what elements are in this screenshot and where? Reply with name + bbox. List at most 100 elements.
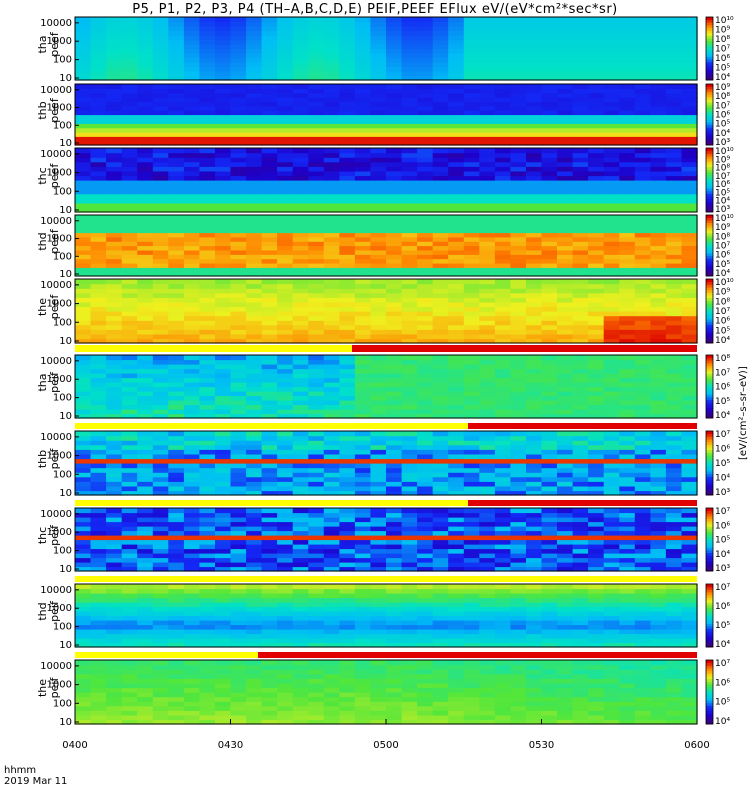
heatmap-cell (246, 301, 263, 308)
heatmap-cell (121, 472, 138, 478)
heatmap-cell (588, 118, 605, 124)
heatmap-cell (588, 123, 605, 129)
heatmap-cell (230, 258, 247, 264)
heatmap-cell (308, 148, 325, 154)
heatmap-cell (323, 166, 340, 172)
heatmap-cell (572, 193, 589, 199)
heatmap-cell (634, 157, 651, 163)
heatmap-cell (510, 382, 527, 388)
heatmap-cell (215, 88, 232, 94)
heatmap-cell (665, 544, 683, 550)
heatmap-cell (572, 271, 589, 277)
colorbar-tick-label: 10⁴ (715, 269, 730, 279)
heatmap-cell (510, 245, 527, 251)
heatmap-cell (619, 228, 636, 234)
heatmap-cell (510, 105, 527, 111)
heatmap-cell (665, 62, 683, 68)
heatmap-cell (261, 449, 278, 455)
heatmap-cell (448, 435, 465, 441)
heatmap-cell (308, 315, 325, 321)
heatmap-cell (199, 333, 216, 340)
heatmap-cell (246, 17, 263, 23)
heatmap-cell (308, 320, 325, 326)
heatmap-cell (588, 320, 605, 326)
colorbar-segment (706, 444, 713, 448)
heatmap-cell (588, 215, 605, 220)
heatmap-cell (106, 136, 123, 142)
heatmap-cell (168, 453, 185, 460)
heatmap-cell (572, 267, 589, 273)
heatmap-cell (168, 84, 185, 89)
heatmap-cell (479, 136, 496, 142)
heatmap-cell (401, 521, 418, 527)
heatmap-cell (588, 279, 605, 285)
heatmap-cell (90, 642, 107, 648)
heatmap-cell (308, 271, 325, 277)
heatmap-cell (354, 236, 372, 242)
heatmap-cell (230, 544, 247, 550)
heatmap-cell (650, 198, 667, 204)
heatmap-cell (215, 57, 232, 63)
heatmap-cell (152, 254, 169, 260)
heatmap-cell (417, 539, 434, 545)
heatmap-cell (323, 236, 340, 242)
heatmap-cell (121, 202, 138, 209)
heatmap-cell (588, 267, 605, 273)
heatmap-cell (665, 97, 683, 103)
heatmap-cell (619, 39, 636, 45)
heatmap-cell (199, 544, 216, 550)
heatmap-cell (541, 258, 558, 264)
heatmap-cell (603, 228, 620, 234)
heatmap-cell (572, 97, 589, 103)
heatmap-cell (401, 219, 418, 225)
heatmap-cell (526, 131, 543, 137)
heatmap-cell (494, 431, 512, 437)
heatmap-cell (277, 391, 294, 397)
heatmap-cell (401, 202, 418, 209)
heatmap-cell (230, 21, 247, 27)
heatmap-cell (152, 166, 169, 172)
heatmap-cell (354, 359, 372, 365)
heatmap-cell (665, 440, 683, 446)
heatmap-cell (75, 170, 92, 177)
heatmap-cell (90, 620, 107, 626)
heatmap-cell (308, 435, 325, 441)
heatmap-cell (650, 140, 667, 146)
heatmap-cell (619, 131, 636, 137)
heatmap-cell (401, 228, 418, 234)
heatmap-cell (323, 530, 340, 536)
heatmap-cell (526, 219, 543, 225)
heatmap-cell (75, 588, 92, 594)
heatmap-cell (681, 288, 698, 294)
heatmap-cell (417, 39, 434, 45)
colorbar-segment (706, 240, 713, 244)
heatmap-cell (463, 535, 480, 541)
heatmap-cell (463, 180, 480, 186)
heatmap-cell (463, 395, 480, 401)
heatmap-cell (277, 530, 294, 536)
colorbar-segment (706, 397, 713, 401)
heatmap-cell (479, 215, 496, 220)
heatmap-cell (152, 359, 169, 365)
heatmap-cell (386, 131, 403, 137)
heatmap-cell (494, 472, 512, 478)
heatmap-cell (557, 373, 574, 379)
heatmap-cell (588, 207, 605, 213)
heatmap-cell (634, 84, 651, 89)
colorbar-segment (706, 531, 713, 535)
heatmap-cell (432, 400, 449, 406)
heatmap-cell (215, 588, 232, 594)
heatmap-cell (681, 71, 698, 77)
heatmap-cell (277, 301, 294, 308)
spectrogram-panel: the peef1010010001000010⁴10⁵10⁶10⁷10⁸10⁹1… (36, 278, 734, 347)
heatmap-cell (277, 292, 294, 298)
colorbar-frame (705, 430, 714, 496)
heatmap-cell (339, 301, 356, 308)
heatmap-cell (137, 440, 154, 446)
heatmap-cell (557, 435, 574, 441)
heatmap-cell (448, 395, 465, 401)
heatmap-cell (401, 53, 418, 59)
heatmap-cell (526, 262, 543, 268)
heatmap-cell (557, 170, 574, 177)
heatmap-cell (494, 548, 512, 554)
